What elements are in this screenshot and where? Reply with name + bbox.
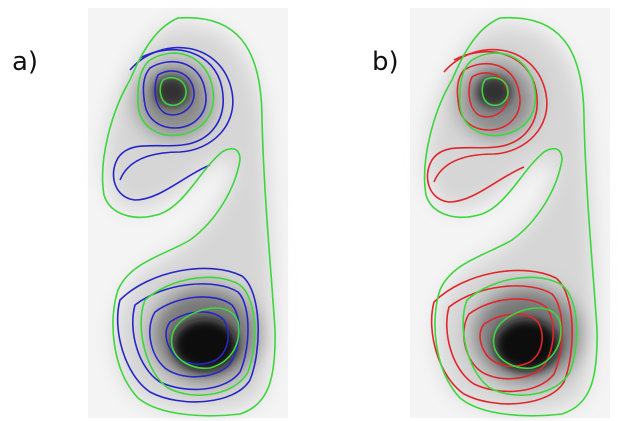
panel-b: b) [372,8,610,418]
figure: a) b) [0,0,636,421]
panel-label: b) [372,47,399,77]
panel-a: a) [12,8,288,418]
page: a) b) (() => { const data = JSON.parse(d… [0,0,636,421]
panel-label: a) [12,47,38,77]
